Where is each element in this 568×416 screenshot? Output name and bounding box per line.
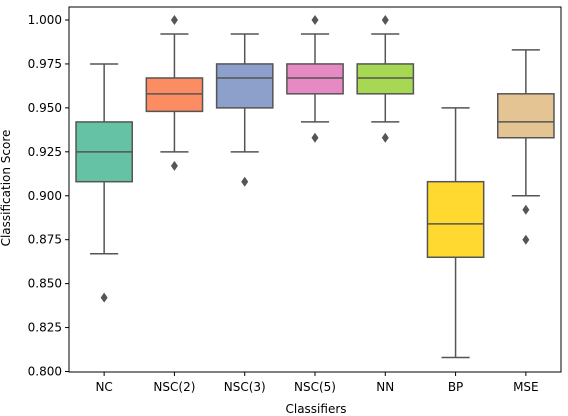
x-tick-label: NSC(5) [294,380,336,394]
outlier-point [170,160,178,171]
y-tick-label: 1.000 [28,13,62,27]
y-tick-label: 0.925 [28,145,62,159]
y-tick-label: 0.875 [28,233,62,247]
outlier-point [311,132,319,143]
outlier-point [170,15,178,25]
x-axis-label: Classifiers [285,402,346,416]
y-tick-label: 0.950 [28,101,62,115]
y-axis-label: Classification Score [0,130,13,247]
y-tick-label: 0.975 [28,57,62,71]
outlier-point [100,292,108,303]
x-tick-label: NSC(3) [224,380,266,394]
iqr-box [286,63,344,95]
x-tick-label: BP [448,380,463,394]
y-tick-label: 0.900 [28,189,62,203]
box-nsc-3 [215,33,274,187]
outlier-point [311,15,319,25]
y-tick-label: 0.850 [28,277,62,291]
x-tick-label: NSC(2) [153,380,195,394]
box-nsc-5 [286,15,344,143]
y-tick-label: 0.825 [28,321,62,335]
box-nn [356,15,415,143]
iqr-box [145,77,204,113]
box-bp [426,107,485,359]
outlier-point [381,15,389,25]
outlier-point [381,132,389,143]
iqr-box [426,180,485,259]
boxes-layer [75,15,555,359]
y-tick-label: 0.800 [28,365,62,379]
box-mse [496,49,555,245]
iqr-box [496,93,555,139]
box-nsc-2 [145,15,204,171]
outlier-point [522,204,530,215]
x-tick-label: NN [376,380,394,394]
x-tick-label: MSE [513,380,539,394]
iqr-box [215,63,274,109]
outlier-point [522,234,530,245]
x-axis-ticks: NC NSC(2) NSC(3) NSC(5) NN BP MSE [95,372,539,394]
box-nc [75,63,134,303]
y-axis-ticks: 0.800 0.825 0.850 0.875 0.900 0.925 0.950 0.975… [28,13,69,379]
outlier-point [241,176,249,187]
iqr-box [356,63,415,95]
x-tick-label: NC [95,380,112,394]
